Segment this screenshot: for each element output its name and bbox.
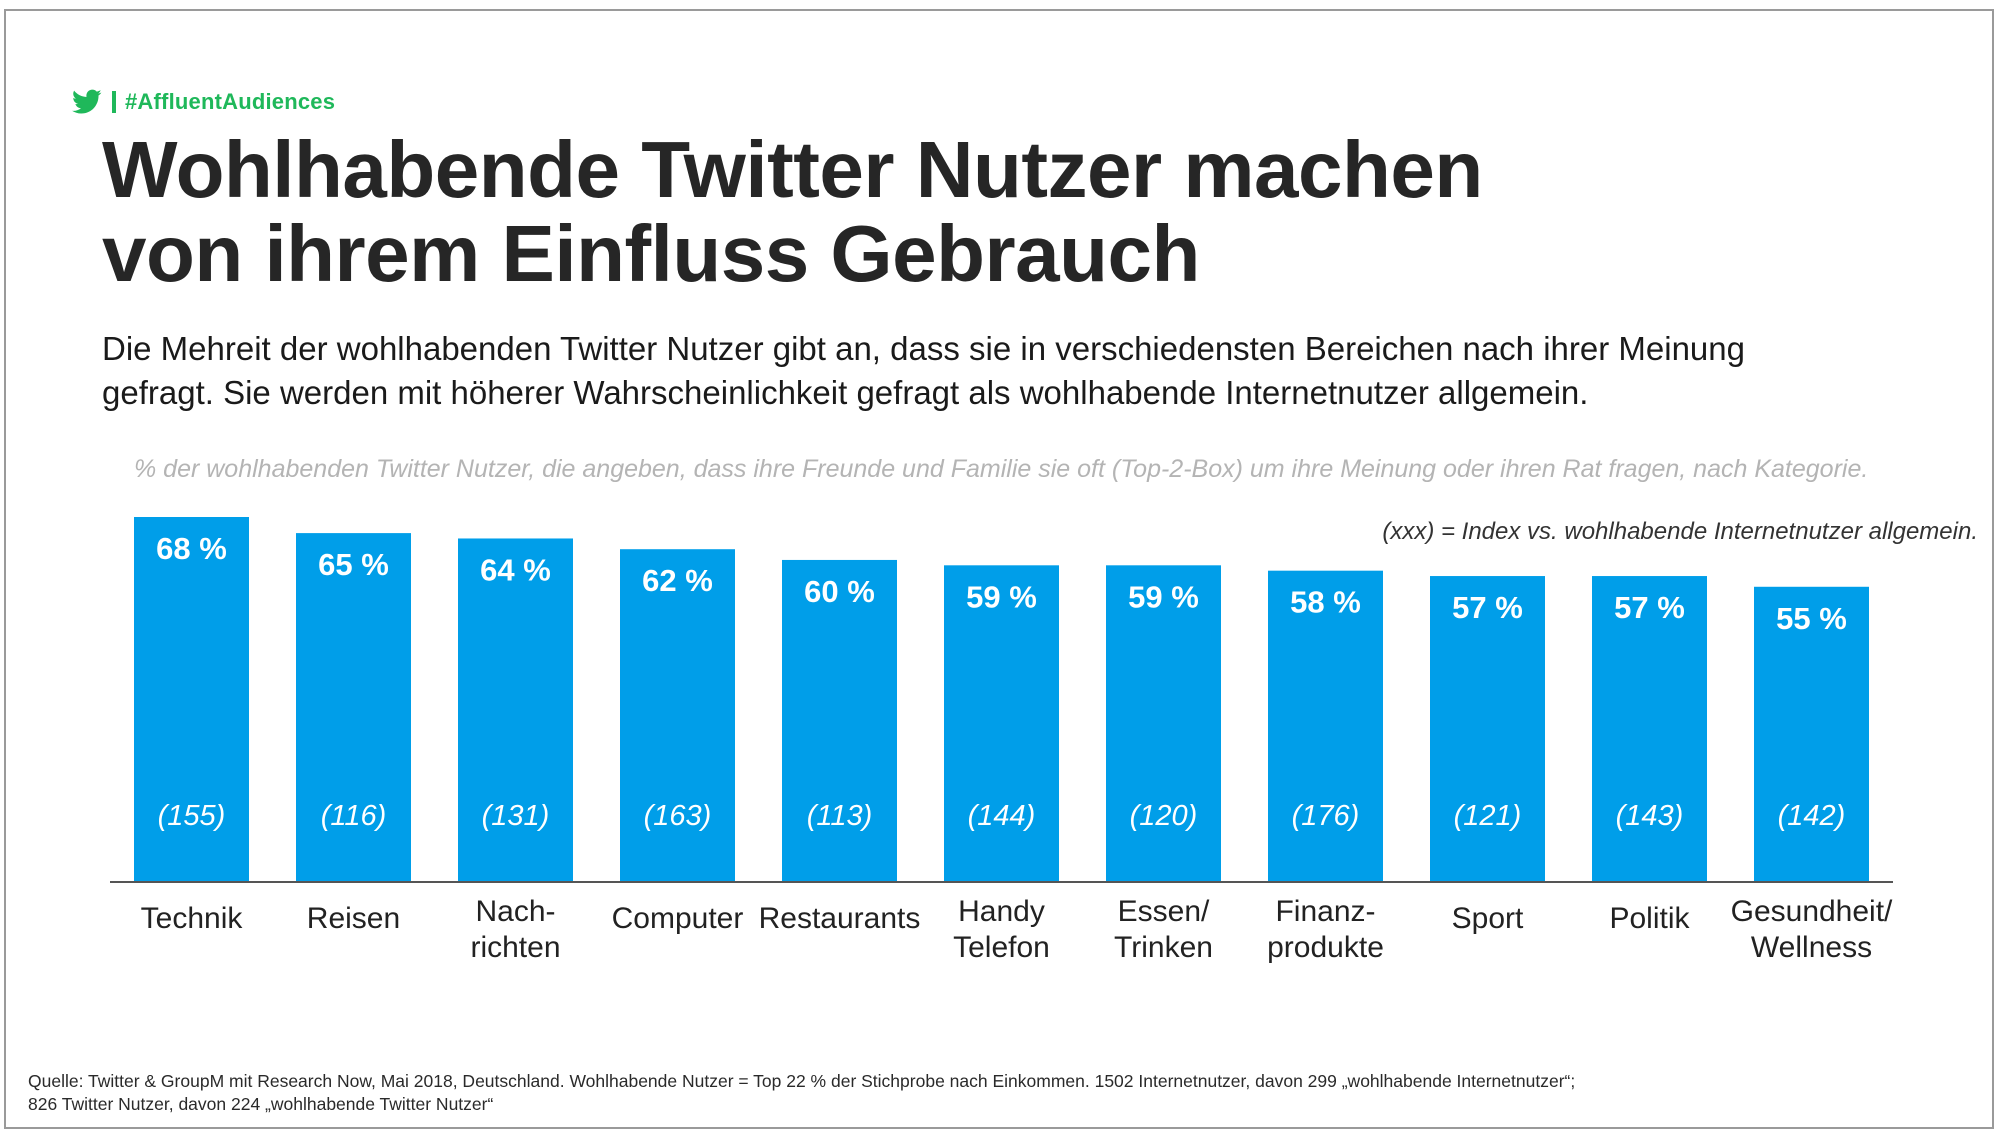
subtitle-line-1: Die Mehreit der wohlhabenden Twitter Nut…	[102, 330, 1745, 367]
source-line-1: Quelle: Twitter & GroupM mit Research No…	[28, 1071, 1576, 1091]
source-note: Quelle: Twitter & GroupM mit Research No…	[28, 1070, 1968, 1116]
title-line-1: Wohlhabende Twitter Nutzer machen	[102, 125, 1483, 214]
page-title: Wohlhabende Twitter Nutzer machen von ih…	[102, 128, 1702, 296]
source-line-2: 826 Twitter Nutzer, davon 224 „wohlhaben…	[28, 1094, 494, 1114]
brand-header: #AffluentAudiences	[72, 85, 335, 119]
index-legend: (xxx) = Index vs. wohlhabende Internetnu…	[1382, 518, 1978, 545]
title-line-2: von ihrem Einfluss Gebrauch	[102, 209, 1200, 298]
subtitle-line-2: gefragt. Sie werden mit höherer Wahrsche…	[102, 374, 1589, 411]
subtitle: Die Mehreit der wohlhabenden Twitter Nut…	[102, 327, 1962, 415]
brand-divider	[112, 91, 116, 113]
twitter-bird-icon	[72, 89, 102, 114]
chart-description: % der wohlhabenden Twitter Nutzer, die a…	[134, 455, 1869, 483]
hashtag-label: #AffluentAudiences	[125, 89, 336, 114]
